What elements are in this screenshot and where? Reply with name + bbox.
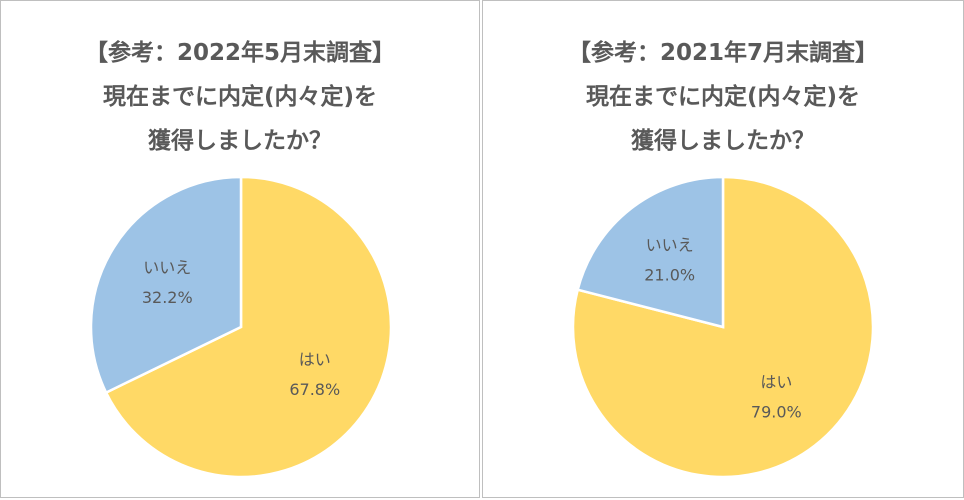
slice-value-label: 79.0% xyxy=(751,403,802,422)
pie-chart-panel-2022: 【参考：2022年5月末調査】 現在までに内定(内々定)を 獲得しましたか？ は… xyxy=(0,0,480,498)
chart-title: 【参考：2022年5月末調査】 現在までに内定(内々定)を 獲得しましたか？ xyxy=(1,31,479,163)
slice-category-label: いいえ xyxy=(143,258,191,277)
slice-value-label: 21.0% xyxy=(644,265,695,284)
chart-title-line-3: 獲得しましたか？ xyxy=(148,128,332,154)
slice-category-label: はい xyxy=(760,373,792,392)
pie-slice-no xyxy=(89,175,243,395)
pie-chart-2022: はい 67.8% いいえ 32.2% xyxy=(89,175,393,479)
pie-chart-2021: はい 79.0% いいえ 21.0% xyxy=(571,175,875,479)
chart-title: 【参考：2021年7月末調査】 現在までに内定(内々定)を 獲得しましたか？ xyxy=(483,31,963,163)
chart-title-line-3: 獲得しましたか？ xyxy=(631,128,815,154)
slice-value-label: 67.8% xyxy=(289,380,340,399)
slice-value-label: 32.2% xyxy=(142,288,193,307)
chart-title-line-1: 【参考：2021年7月末調査】 xyxy=(567,40,879,66)
pie-chart-panel-2021: 【参考：2021年7月末調査】 現在までに内定(内々定)を 獲得しましたか？ は… xyxy=(482,0,964,498)
chart-title-line-2: 現在までに内定(内々定)を xyxy=(102,84,378,110)
pie-slice-yes xyxy=(104,175,393,479)
pie-slice-no xyxy=(576,175,725,329)
slice-category-label: はい xyxy=(299,350,331,369)
chart-title-line-2: 現在までに内定(内々定)を xyxy=(585,84,861,110)
slice-category-label: いいえ xyxy=(646,235,694,254)
chart-title-line-1: 【参考：2022年5月末調査】 xyxy=(84,40,396,66)
